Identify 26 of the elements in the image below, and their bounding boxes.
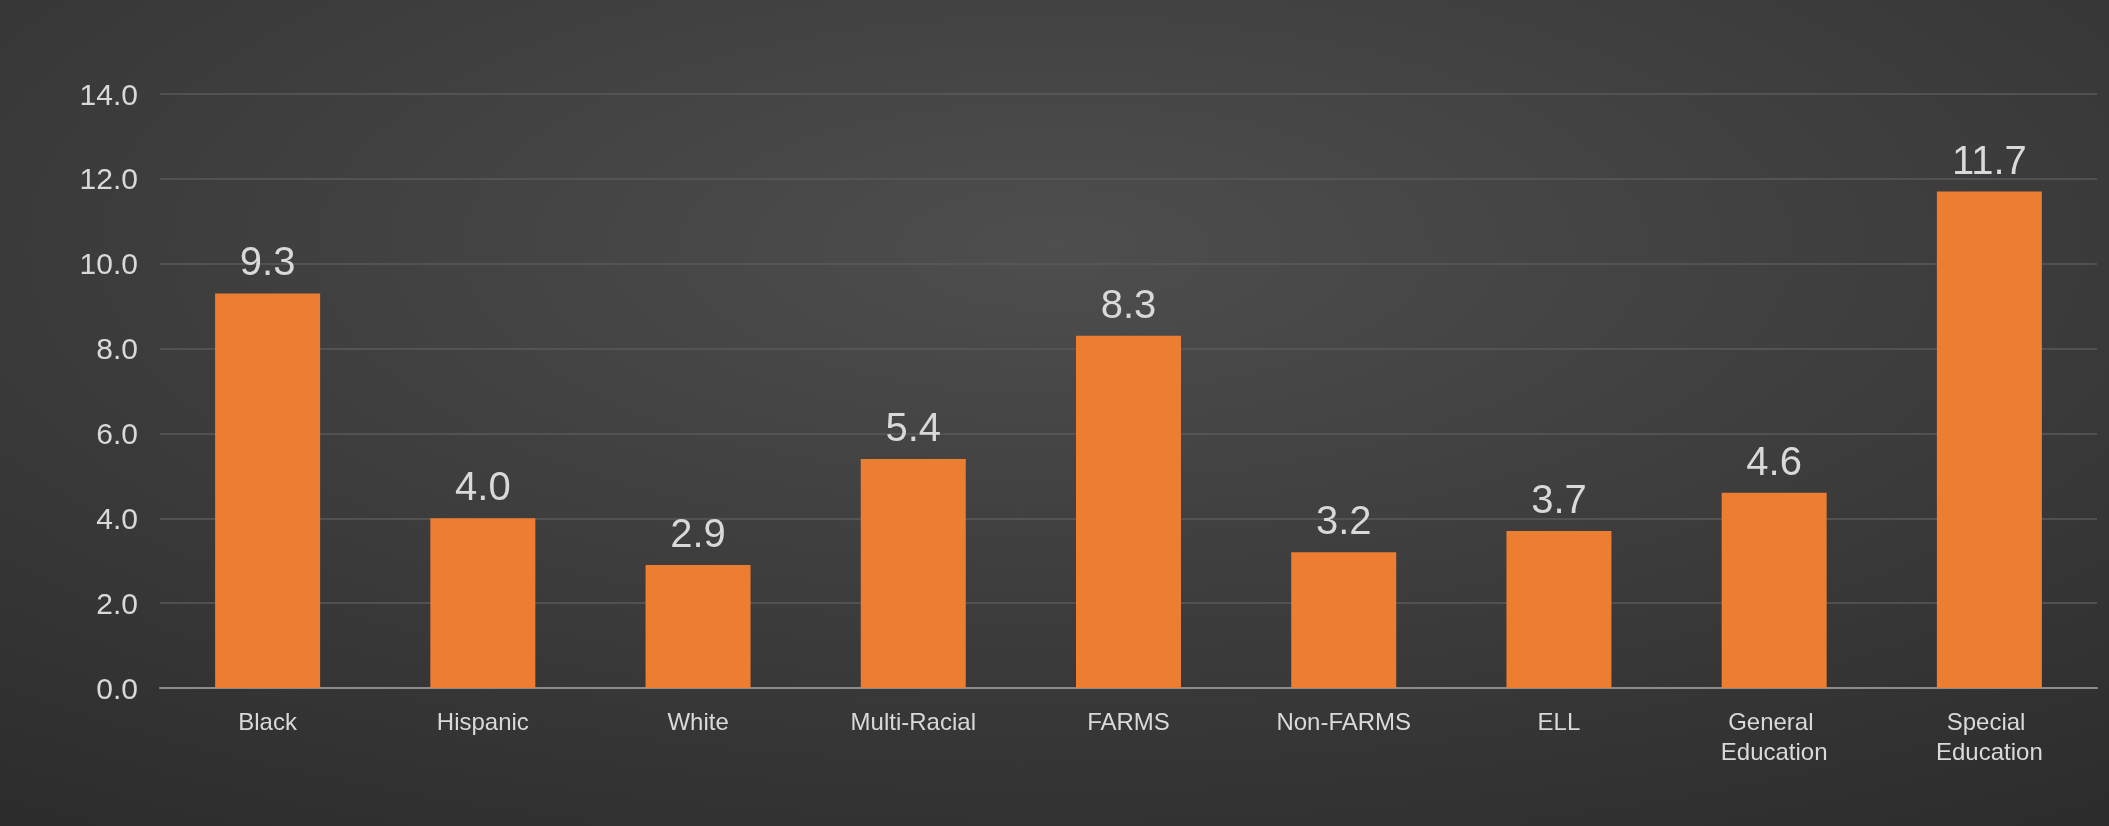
data-label: 4.6 xyxy=(1746,438,1802,483)
x-tick-label: Special Education xyxy=(1936,707,2043,765)
x-tick-label: FARMS xyxy=(1087,707,1170,735)
x-tick-label: Black xyxy=(238,707,298,735)
x-tick-label: White xyxy=(667,707,729,735)
y-tick-label: 4.0 xyxy=(96,501,138,535)
data-label: 4.0 xyxy=(455,464,511,509)
x-tick-label: ELL xyxy=(1537,707,1581,735)
y-tick-label: 6.0 xyxy=(96,416,138,450)
data-label: 3.2 xyxy=(1315,498,1372,543)
y-tick-label: 8.0 xyxy=(96,332,138,366)
x-tick-label: General Education xyxy=(1720,707,1828,765)
y-tick-label: 2.0 xyxy=(96,586,138,620)
y-tick-label: 0.0 xyxy=(96,671,138,705)
y-tick-label: 14.0 xyxy=(79,77,138,111)
y-tick-label: 12.0 xyxy=(79,162,138,196)
y-tick-label: 10.0 xyxy=(79,247,138,281)
x-tick-label: Non-FARMS xyxy=(1276,707,1412,735)
data-label: 5.4 xyxy=(885,404,942,449)
x-tick-label: Multi-Racial xyxy=(850,707,976,735)
x-tick-label: Hispanic xyxy=(436,707,529,735)
data-label: 8.3 xyxy=(1100,281,1157,326)
data-label: 9.3 xyxy=(239,239,296,284)
data-label: 3.7 xyxy=(1531,477,1587,522)
data-label: 2.9 xyxy=(670,510,726,555)
data-label: 11.7 xyxy=(1951,137,2027,182)
